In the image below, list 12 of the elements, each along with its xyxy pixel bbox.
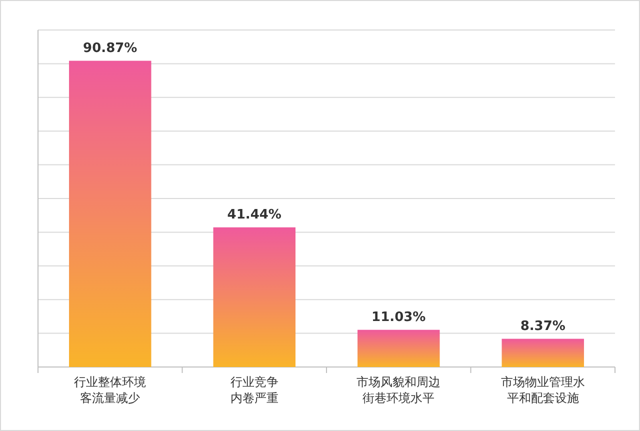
data-label: 90.87% [83,40,138,56]
x-tick-label: 市场风貌和周边街巷环境水平 [356,375,441,405]
bar [358,330,440,367]
x-tick-label: 行业竞争内卷严重 [230,375,278,405]
bar [69,60,152,367]
bar [502,338,584,367]
x-tick-label: 市场物业管理水平和配套设施 [500,375,585,405]
bar [213,227,296,367]
data-label: 11.03% [372,310,426,325]
x-tick-label: 行业整体环境客流量减少 [74,375,146,405]
data-label: 41.44% [227,207,282,222]
data-label: 8.37% [520,318,566,334]
